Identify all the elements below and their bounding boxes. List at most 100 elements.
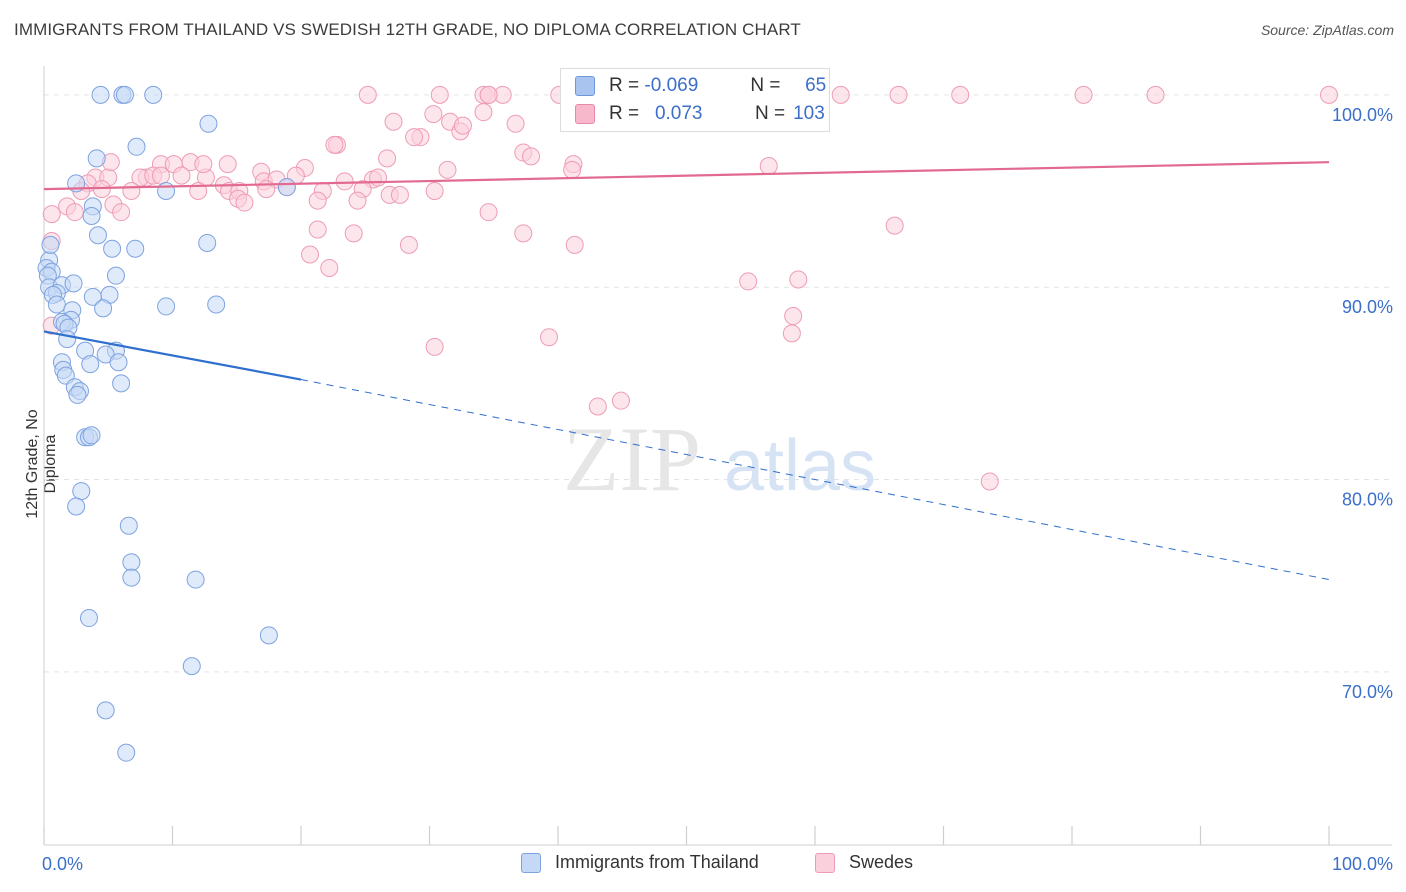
legend-row-swedes: R = 0.073 N = 103	[575, 101, 825, 127]
data-point	[151, 166, 170, 185]
legend-n-label: N =	[750, 75, 781, 96]
data-point	[182, 657, 201, 676]
data-point	[64, 274, 83, 293]
data-point	[540, 328, 559, 347]
data-point	[300, 245, 319, 264]
legend-swatch-thailand	[575, 76, 595, 96]
trendlines	[43, 161, 1330, 581]
data-point	[980, 472, 999, 491]
data-point	[198, 233, 217, 252]
data-point	[789, 270, 808, 289]
data-point	[425, 337, 444, 356]
data-point	[325, 135, 344, 154]
data-point	[425, 182, 444, 201]
data-point	[335, 172, 354, 191]
data-point	[67, 497, 86, 516]
data-point	[506, 114, 525, 133]
y-tick-label: 90.0%	[1342, 297, 1393, 317]
data-point	[82, 426, 101, 445]
legend-r-value: -0.069	[644, 75, 699, 96]
data-point	[277, 178, 296, 197]
bottom-legend-label-thailand: Immigrants from Thailand	[555, 852, 759, 872]
data-point	[117, 743, 136, 762]
data-point	[68, 385, 87, 404]
data-point	[405, 128, 424, 147]
data-point	[106, 266, 125, 285]
legend-n-value: 103	[793, 103, 825, 124]
bottom-legend-swatch-thailand	[521, 852, 541, 873]
x-tick-label: 0.0%	[42, 854, 83, 874]
data-point	[1146, 85, 1165, 104]
data-point	[119, 516, 138, 535]
tick-labels: 100.0% 90.0% 80.0% 70.0% 0.0% 100.0%	[42, 105, 1393, 874]
data-point	[784, 307, 803, 326]
trendline-thailand-solid	[43, 330, 302, 381]
data-point	[194, 155, 213, 174]
data-point	[588, 397, 607, 416]
watermark-zip: ZIP	[563, 408, 701, 510]
data-point	[218, 155, 237, 174]
data-point	[399, 235, 418, 254]
data-point	[563, 160, 582, 179]
data-point	[308, 191, 327, 210]
data-point	[122, 568, 141, 587]
data-point	[759, 157, 778, 176]
watermark-atlas: atlas	[724, 426, 876, 506]
bottom-legend-label-swedes: Swedes	[849, 852, 914, 872]
data-point	[112, 203, 131, 222]
y-tick-label: 100.0%	[1332, 105, 1393, 125]
data-point	[199, 114, 218, 133]
stats-legend: R = -0.069 N = 65 R = 0.073 N = 103	[560, 68, 830, 132]
data-point	[235, 193, 254, 212]
data-point	[81, 355, 100, 374]
data-point	[79, 609, 98, 628]
chart-title: IMMIGRANTS FROM THAILAND VS SWEDISH 12TH…	[14, 20, 801, 39]
data-point	[378, 149, 397, 168]
legend-swatch-swedes	[575, 104, 595, 124]
axes	[43, 66, 1392, 846]
data-point	[369, 168, 388, 187]
data-point	[320, 258, 339, 277]
data-point	[424, 105, 443, 124]
data-point	[358, 85, 377, 104]
data-point	[157, 297, 176, 316]
data-point	[109, 353, 128, 372]
bottom-legend-swedes: Swedes	[815, 852, 913, 873]
data-point	[831, 85, 850, 104]
data-point	[115, 85, 134, 104]
data-point	[479, 85, 498, 104]
bottom-legend-swatch-swedes	[815, 852, 835, 873]
data-point	[41, 235, 60, 254]
trendline-swedes	[43, 161, 1330, 191]
data-point	[390, 185, 409, 204]
x-tick-label: 100.0%	[1332, 854, 1393, 874]
data-point	[126, 239, 145, 258]
data-point	[207, 295, 226, 314]
data-point	[1074, 85, 1093, 104]
series-thailand	[37, 85, 296, 762]
data-point	[885, 216, 904, 235]
data-point	[94, 299, 113, 318]
data-point	[96, 701, 115, 720]
data-point	[522, 147, 541, 166]
data-point	[88, 226, 107, 245]
data-point	[42, 205, 61, 224]
data-point	[430, 85, 449, 104]
data-point	[87, 149, 106, 168]
data-point	[103, 239, 122, 258]
data-point	[122, 553, 141, 572]
data-point	[951, 85, 970, 104]
legend-r-value: 0.073	[654, 103, 703, 124]
data-point	[739, 272, 758, 291]
data-point	[47, 295, 66, 314]
y-tick-label: 70.0%	[1342, 682, 1393, 702]
bottom-legend-thailand: Immigrants from Thailand	[521, 852, 759, 873]
data-point	[453, 116, 472, 135]
data-point	[565, 235, 584, 254]
data-point	[65, 203, 84, 222]
data-point	[782, 324, 801, 343]
trendline-thailand-dashed	[300, 379, 1330, 581]
watermark: ZIP atlas	[563, 408, 876, 510]
data-point	[82, 207, 101, 226]
